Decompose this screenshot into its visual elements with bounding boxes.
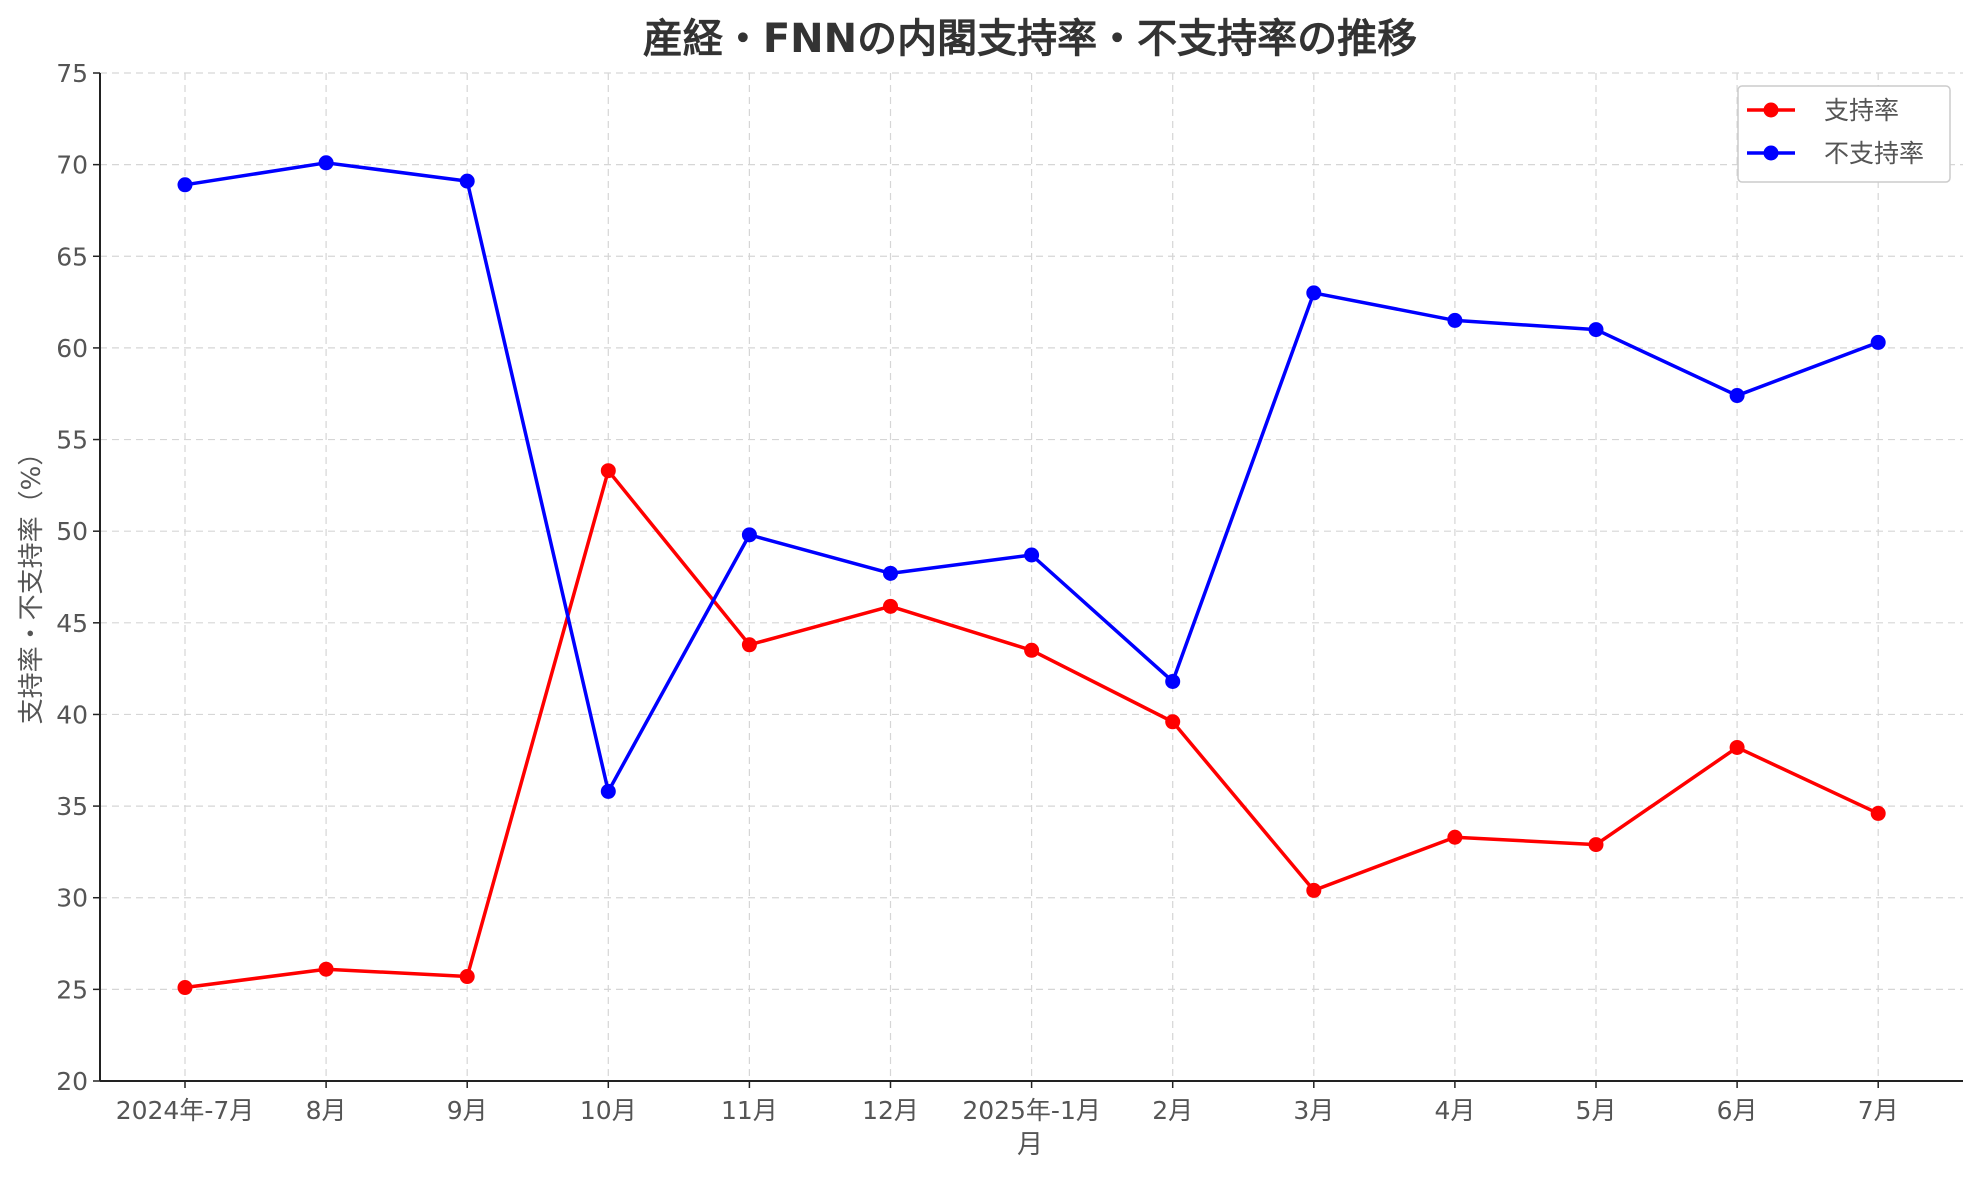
x-tick-label: 2025年-1月 [962, 1096, 1101, 1125]
data-point-support [459, 969, 475, 985]
y-tick-label: 35 [56, 792, 88, 821]
legend-marker-disapproval [1763, 145, 1779, 161]
data-point-disapproval [1729, 388, 1745, 404]
data-point-support [600, 463, 616, 479]
x-tick-label: 12月 [862, 1096, 919, 1125]
legend: 支持率 不支持率 [1737, 85, 1951, 183]
data-point-support [741, 637, 757, 653]
data-point-disapproval [1588, 322, 1604, 338]
data-point-disapproval [600, 783, 616, 799]
y-tick-label: 50 [56, 517, 88, 546]
y-tick-label: 70 [56, 151, 88, 180]
y-tick-label: 75 [56, 59, 88, 88]
x-tick-label: 4月 [1434, 1096, 1475, 1125]
x-axis-label: 月 [1017, 1130, 1043, 1160]
x-tick-label: 9月 [447, 1096, 488, 1125]
data-point-support [883, 598, 898, 614]
y-tick-label: 30 [56, 884, 88, 913]
x-tick-label: 10月 [580, 1096, 637, 1125]
y-tick-label: 45 [56, 609, 88, 638]
data-point-support [1870, 805, 1886, 821]
data-point-support [177, 980, 193, 996]
data-point-disapproval [459, 173, 475, 189]
x-axis-ticks: 2024年-7月 8月 9月 10月 11月 12月 2025年-1月 2月 3月 4月 5月 6月 7… [116, 1081, 1899, 1125]
data-point-disapproval [1165, 673, 1181, 689]
data-point-disapproval [741, 527, 757, 543]
y-tick-label: 55 [56, 426, 88, 455]
data-point-disapproval [1870, 334, 1886, 350]
x-tick-label: 3月 [1293, 1096, 1334, 1125]
legend-label-disapproval: 不支持率 [1824, 139, 1924, 168]
y-tick-label: 25 [56, 975, 88, 1004]
data-point-disapproval [1447, 312, 1463, 328]
y-axis-ticks: 20 25 30 35 40 45 50 55 60 65 70 75 [56, 59, 100, 1096]
data-point-support [1306, 882, 1322, 898]
data-point-support [1024, 642, 1040, 658]
data-point-support [1588, 837, 1604, 853]
x-tick-label: 11月 [721, 1096, 778, 1125]
chart-title: 産経・FNNの内閣支持率・不支持率の推移 [643, 16, 1417, 62]
legend-label-support: 支持率 [1824, 96, 1899, 125]
data-point-disapproval [883, 565, 898, 581]
legend-marker-support [1763, 102, 1779, 118]
x-tick-label: 8月 [306, 1096, 347, 1125]
x-tick-label: 2月 [1152, 1096, 1193, 1125]
x-tick-label: 7月 [1858, 1096, 1899, 1125]
y-tick-label: 20 [56, 1067, 88, 1096]
y-tick-label: 60 [56, 334, 88, 363]
data-point-support [1447, 829, 1463, 845]
data-point-disapproval [1024, 547, 1040, 563]
y-axis-label: 支持率・不支持率（%） [17, 440, 47, 725]
data-point-support [1729, 739, 1745, 755]
x-tick-label: 6月 [1717, 1096, 1758, 1125]
data-point-support [1165, 714, 1181, 730]
data-point-support [318, 961, 334, 977]
data-point-disapproval [318, 155, 334, 171]
data-point-disapproval [1306, 285, 1322, 301]
x-tick-label: 5月 [1576, 1096, 1617, 1125]
y-tick-label: 65 [56, 242, 88, 271]
x-tick-label: 2024年-7月 [116, 1096, 255, 1125]
data-point-disapproval [177, 177, 193, 193]
y-tick-label: 40 [56, 700, 88, 729]
series-group [177, 155, 1886, 996]
